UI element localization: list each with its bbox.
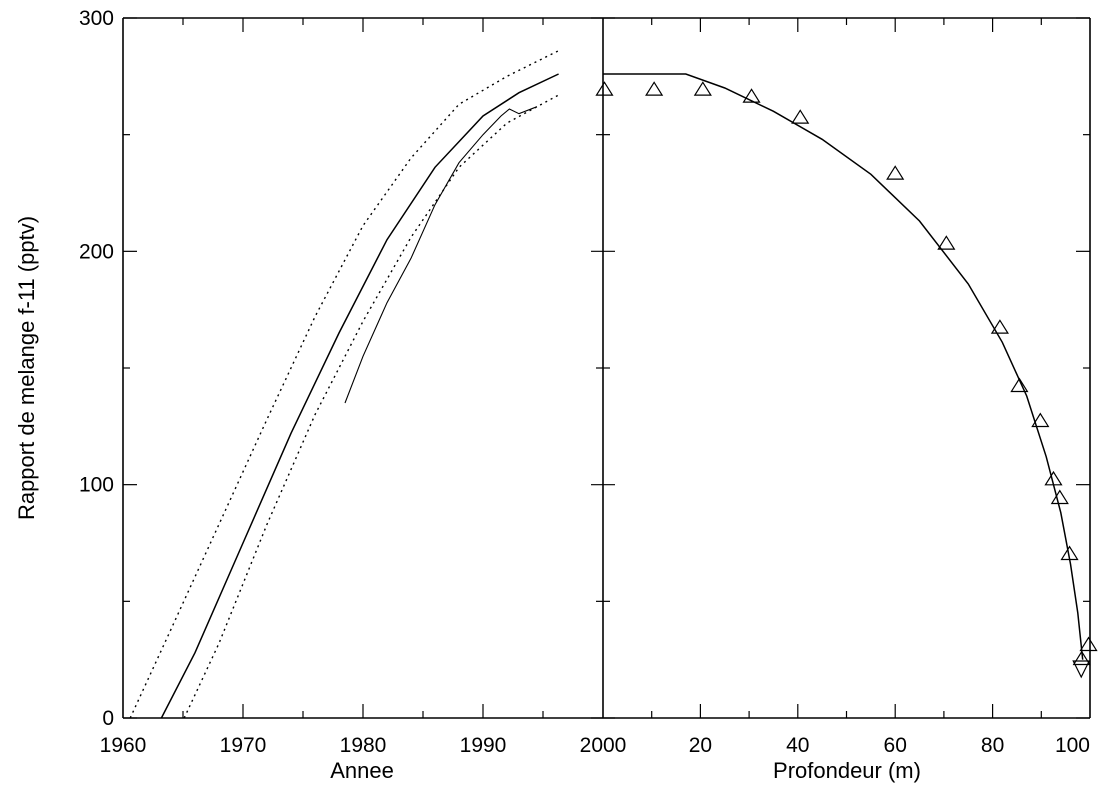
x-tick-label: 1960 [100,734,147,757]
x-tick-label: 60 [884,734,907,757]
data-point-marker [1010,377,1029,393]
series-line-model [603,73,1084,660]
data-point-marker [1031,412,1050,428]
x-tick-label: 1980 [340,734,387,757]
y-axis-label: Rapport de melange f-11 (pptv) [14,216,39,520]
data-point-marker [1079,636,1098,652]
x-tick-label: 1990 [460,734,507,757]
data-point-marker [693,81,712,96]
data-point-marker [1050,489,1069,505]
data-point-marker [1072,660,1091,679]
series-line-measured [344,106,538,404]
data-point-marker [742,88,761,103]
x-axis-label-left: Annee [330,758,394,783]
left-panel-series [129,50,559,719]
y-tick-label: 0 [102,707,114,730]
x-tick-label: 1970 [220,734,267,757]
data-point-marker [595,81,614,96]
y-tick-label: 100 [79,474,114,497]
x-tick-label: 80 [981,734,1004,757]
data-point-marker [937,235,956,250]
x-tick-label: 20 [689,734,712,757]
series-line-dotted [183,94,559,719]
data-point-marker [886,165,905,180]
series-line-dotted [129,50,559,719]
y-tick-label: 300 [79,7,114,30]
ticks [123,17,1090,719]
series-line-solid [160,73,559,719]
x-tick-label: 100 [1055,734,1090,757]
data-point-marker [1060,545,1079,561]
right-panel-series [595,73,1098,679]
data-point-marker [791,109,810,124]
data-point-marker [645,81,664,96]
x-axis-label-right: Profondeur (m) [773,758,921,783]
y-tick-label: 200 [79,240,114,263]
data-point-marker [990,319,1009,334]
data-point-marker [1072,650,1091,666]
tick-labels: 0 100 200 300 1960 1970 1980 1990 2000 20 40 60 80 10… [79,7,1090,757]
x-tick-label: 40 [786,734,809,757]
data-point-marker [1044,470,1063,486]
x-tick-label: 2000 [580,734,627,757]
